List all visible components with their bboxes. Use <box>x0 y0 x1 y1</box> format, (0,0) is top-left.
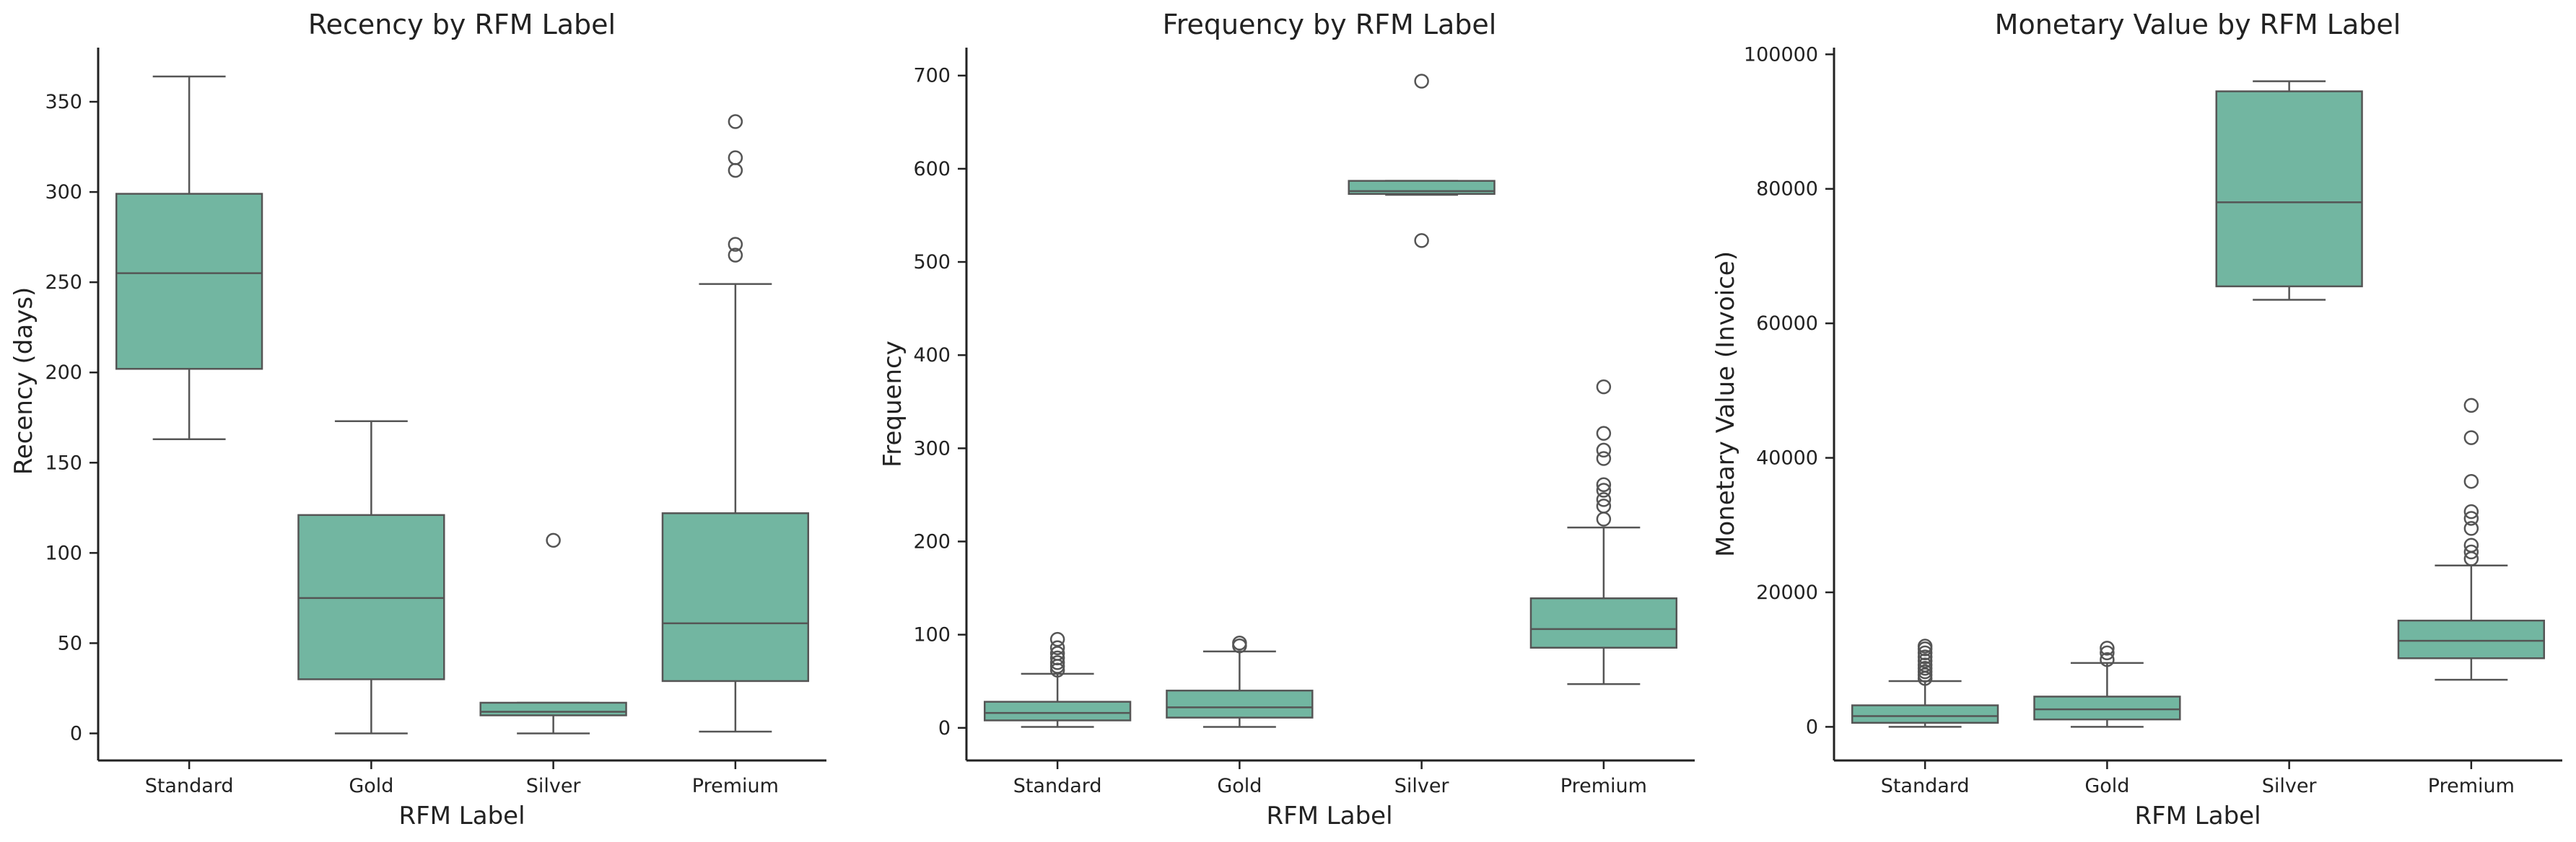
premium-outlier-point <box>2463 521 2479 536</box>
y-tick-label: 100 <box>45 542 82 564</box>
y-tick-label: 100 <box>913 624 951 646</box>
standard-outlier-point <box>1917 649 1933 665</box>
gold-box <box>2033 696 2181 721</box>
standard-outlier-point <box>1049 650 1065 666</box>
y-tick-label: 0 <box>1806 716 1818 738</box>
y-tick-label: 200 <box>913 530 951 553</box>
x-tick-label: Gold <box>1217 775 1262 797</box>
y-tick-label: 700 <box>913 65 951 87</box>
x-tick-label: Standard <box>145 775 234 797</box>
silver-outlier-point <box>1414 74 1429 89</box>
y-axis-label: Recency (days) <box>9 287 38 475</box>
y-tick-label: 400 <box>913 344 951 367</box>
silver-outlier-point <box>1414 233 1429 248</box>
premium-outlier-point <box>1596 499 1612 514</box>
premium-outlier-point <box>2463 511 2479 526</box>
premium-outlier-point <box>1596 477 1612 492</box>
y-tick-label: 350 <box>45 91 82 113</box>
y-tick-label: 60000 <box>1756 312 1818 335</box>
standard-outlier-point <box>1049 646 1065 661</box>
premium-outlier-point <box>2463 504 2479 519</box>
y-tick-label: 50 <box>58 632 82 654</box>
y-tick-label: 80000 <box>1756 178 1818 201</box>
standard-outlier-point <box>1917 645 1933 661</box>
monetary-boxplot-panel: Monetary Value by RFM Label RFM Label Mo… <box>1711 9 2562 830</box>
standard-outlier-point <box>1049 655 1065 670</box>
premium-outlier-point <box>728 162 743 178</box>
y-tick-label: 500 <box>913 251 951 273</box>
premium-outlier-point <box>728 247 743 263</box>
y-tick-label: 100000 <box>1744 43 1818 66</box>
premium-outlier-point <box>1596 442 1612 458</box>
y-axis-label: Monetary Value (Invoice) <box>1711 251 1740 557</box>
premium-outlier-point <box>1596 492 1612 507</box>
x-tick-label: Gold <box>349 775 393 797</box>
gold-box <box>1166 689 1314 719</box>
y-tick-label: 20000 <box>1756 582 1818 604</box>
premium-box <box>2397 619 2546 659</box>
y-tick-label: 0 <box>70 722 82 745</box>
recency-boxplot-panel: Recency by RFM Label RFM Label Recency (… <box>9 9 826 830</box>
premium-outlier-point <box>1596 483 1612 498</box>
premium-outlier-point <box>2463 544 2479 560</box>
silver-outlier-point <box>546 532 561 548</box>
x-axis-label: RFM Label <box>2134 802 2261 830</box>
silver-box <box>479 701 627 716</box>
standard-box <box>1851 704 1999 724</box>
x-tick-label: Silver <box>2262 775 2318 797</box>
x-tick-label: Silver <box>526 775 582 797</box>
premium-outlier-point <box>1596 512 1612 527</box>
gold-outlier-point <box>2100 652 2115 667</box>
standard-box <box>115 193 263 370</box>
standard-outlier-point <box>1917 639 1933 654</box>
standard-outlier-point <box>1049 631 1065 647</box>
x-tick-label: Standard <box>1013 775 1102 797</box>
standard-outlier-point <box>1049 640 1065 655</box>
chart-title: Frequency by RFM Label <box>1163 9 1497 40</box>
x-tick-label: Gold <box>2084 775 2129 797</box>
y-tick-label: 250 <box>45 271 82 294</box>
y-tick-label: 200 <box>45 361 82 384</box>
standard-box <box>983 701 1132 722</box>
premium-outlier-point <box>2463 430 2479 445</box>
y-tick-label: 300 <box>45 181 82 203</box>
x-tick-label: Premium <box>692 775 779 797</box>
premium-outlier-point <box>1596 379 1612 395</box>
gold-outlier-point <box>1232 636 1247 651</box>
y-tick-label: 600 <box>913 158 951 180</box>
premium-outlier-point <box>728 237 743 252</box>
premium-outlier-point <box>2463 538 2479 553</box>
premium-outlier-point <box>728 150 743 165</box>
y-tick-label: 40000 <box>1756 447 1818 470</box>
x-axis-label: RFM Label <box>398 802 525 830</box>
x-tick-label: Standard <box>1881 775 1970 797</box>
y-tick-label: 0 <box>938 717 951 740</box>
gold-outlier-point <box>2100 645 2115 661</box>
premium-outlier-point <box>728 114 743 129</box>
x-tick-label: Premium <box>2428 775 2515 797</box>
premium-outlier-point <box>1596 426 1612 441</box>
premium-box <box>661 512 810 683</box>
y-axis-label: Frequency <box>878 341 907 468</box>
silver-box <box>2215 90 2363 288</box>
premium-outlier-point <box>1596 451 1612 466</box>
frequency-boxplot-panel: Frequency by RFM Label RFM Label Frequen… <box>878 9 1695 830</box>
premium-outlier-point <box>2463 398 2479 413</box>
x-axis-label: RFM Label <box>1266 802 1392 830</box>
x-tick-label: Silver <box>1394 775 1450 797</box>
y-tick-label: 300 <box>913 437 951 460</box>
chart-title: Recency by RFM Label <box>308 9 616 40</box>
premium-box <box>1529 597 1678 649</box>
gold-box <box>297 514 445 680</box>
y-tick-label: 150 <box>45 452 82 474</box>
premium-outlier-point <box>2463 473 2479 489</box>
gold-outlier-point <box>2100 641 2115 656</box>
x-tick-label: Premium <box>1560 775 1647 797</box>
chart-title: Monetary Value by RFM Label <box>1995 9 2401 40</box>
